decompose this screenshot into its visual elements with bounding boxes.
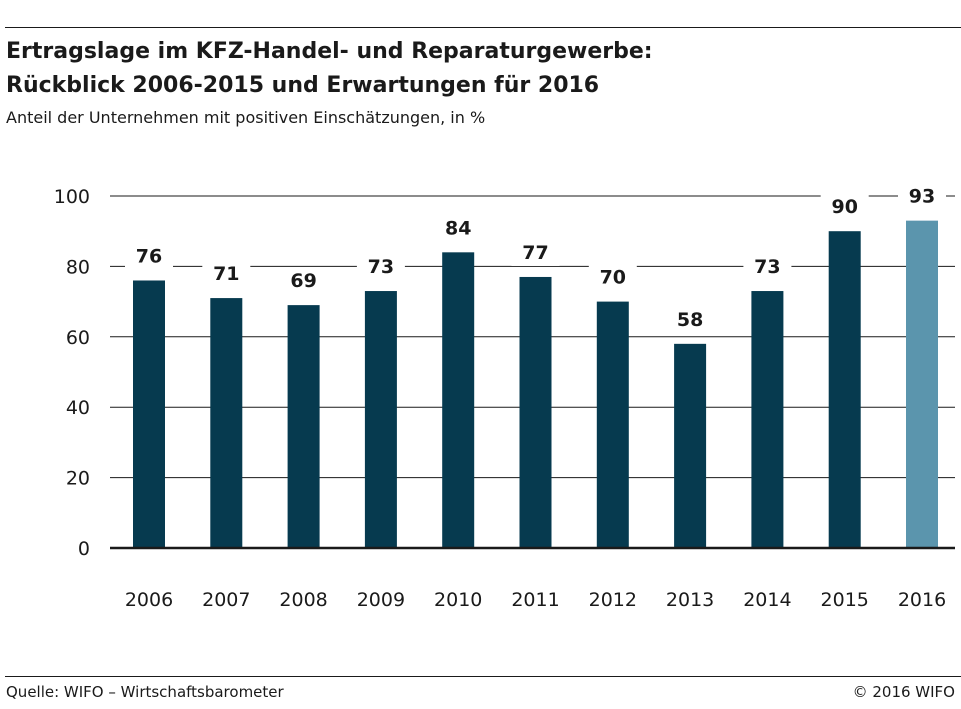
bar-2011 xyxy=(519,276,552,548)
source-note: Quelle: WIFO – Wirtschaftsbarometer xyxy=(6,683,284,701)
top-rule xyxy=(5,27,961,28)
bar-2013 xyxy=(674,343,707,548)
x-tick-label: 2016 xyxy=(898,589,946,611)
data-label: 71 xyxy=(213,263,239,285)
data-label-backdrop xyxy=(588,264,637,291)
x-tick-label: 2007 xyxy=(202,589,250,611)
chart-subtitle: Anteil der Unternehmen mit positiven Ein… xyxy=(6,108,486,127)
y-tick-label: 0 xyxy=(78,538,90,560)
data-label: 73 xyxy=(754,256,780,278)
bar-2010 xyxy=(442,252,475,548)
bar-2012 xyxy=(596,301,629,548)
x-tick-label: 2011 xyxy=(511,589,559,611)
data-label-backdrop xyxy=(356,254,405,281)
bar-2014 xyxy=(751,291,784,548)
x-tick-label: 2006 xyxy=(125,589,173,611)
data-label-backdrop xyxy=(434,215,483,242)
data-label: 93 xyxy=(909,186,935,208)
data-label-backdrop xyxy=(743,254,792,281)
bottom-rule xyxy=(5,676,961,677)
data-label: 77 xyxy=(522,242,548,264)
copyright-note: © 2016 WIFO xyxy=(852,683,955,701)
data-label-backdrop xyxy=(202,261,251,288)
x-tick-label: 2009 xyxy=(357,589,405,611)
bar-2016 xyxy=(906,220,938,548)
bar-2007 xyxy=(210,298,243,548)
x-tick-label: 2014 xyxy=(743,589,791,611)
data-label: 90 xyxy=(831,196,857,218)
bar-2008 xyxy=(287,305,320,548)
x-tick-label: 2015 xyxy=(821,589,869,611)
data-label-backdrop xyxy=(125,243,173,270)
data-label-backdrop xyxy=(279,268,328,295)
y-tick-label: 20 xyxy=(66,468,90,490)
data-label: 70 xyxy=(600,267,626,289)
y-tick-label: 60 xyxy=(66,327,90,349)
x-tick-label: 2008 xyxy=(279,589,327,611)
data-label: 76 xyxy=(136,245,162,267)
data-label: 73 xyxy=(368,256,394,278)
data-label-backdrop xyxy=(666,306,715,333)
chart-title-line1: Ertragslage im KFZ-Handel- und Reparatur… xyxy=(6,39,653,64)
x-tick-label: 2012 xyxy=(589,589,637,611)
data-label: 84 xyxy=(445,217,471,239)
bar-2009 xyxy=(364,291,397,548)
bar-2015 xyxy=(828,231,861,548)
data-label-backdrop xyxy=(511,239,560,266)
x-tick-label: 2010 xyxy=(434,589,482,611)
y-tick-label: 100 xyxy=(54,186,90,208)
data-label-backdrop xyxy=(820,194,869,221)
bar-2006 xyxy=(133,280,165,548)
data-label: 69 xyxy=(290,270,316,292)
data-label: 58 xyxy=(677,309,703,331)
y-tick-label: 80 xyxy=(66,256,90,278)
chart-title-line2: Rückblick 2006-2015 und Erwartungen für … xyxy=(6,73,600,98)
y-tick-label: 40 xyxy=(66,397,90,419)
x-tick-label: 2013 xyxy=(666,589,714,611)
data-label-backdrop xyxy=(898,183,946,210)
